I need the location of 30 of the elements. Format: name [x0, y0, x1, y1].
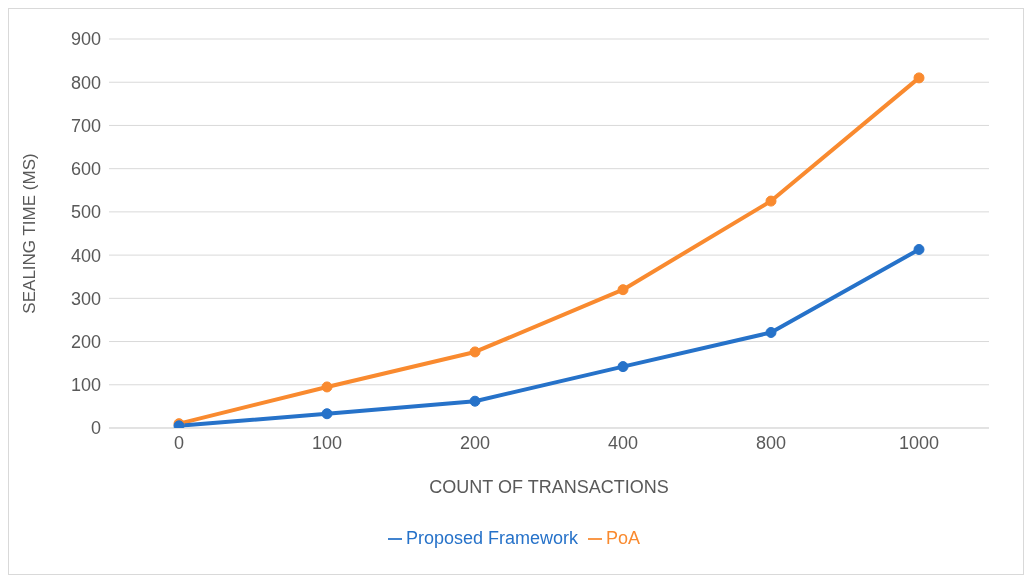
x-tick-label: 1000	[898, 432, 940, 453]
y-tick-label: 600	[70, 159, 101, 180]
point	[469, 395, 481, 407]
y-tick-label: 0	[90, 418, 101, 439]
y-tick-label: 400	[70, 245, 101, 266]
point	[469, 346, 481, 358]
x-tick-label: 400	[607, 432, 639, 453]
x-tick-label: 800	[755, 432, 787, 453]
y-tick-label: 100	[70, 375, 101, 396]
point	[617, 284, 629, 296]
x-axis-title: COUNT OF TRANSACTIONS	[429, 477, 669, 497]
y-tick-label: 900	[70, 29, 101, 50]
y-tick-label: 300	[70, 288, 101, 309]
point	[765, 195, 777, 207]
y-tick-label: 800	[70, 72, 101, 93]
point	[913, 243, 925, 255]
y-axis-title: SEALING TIME (MS)	[20, 153, 40, 314]
x-tick-label: 100	[311, 432, 343, 453]
y-tick-label: 700	[70, 115, 101, 136]
y-tick-label: 500	[70, 202, 101, 223]
point	[913, 72, 925, 84]
legend-label: PoA	[606, 528, 641, 548]
point	[321, 408, 333, 420]
point	[617, 361, 629, 373]
x-tick-label: 0	[173, 432, 185, 453]
point	[321, 381, 333, 393]
point	[765, 326, 777, 338]
x-tick-label: 200	[459, 432, 491, 453]
legend-label: Proposed Framework	[405, 528, 579, 548]
y-tick-label: 200	[70, 331, 101, 352]
